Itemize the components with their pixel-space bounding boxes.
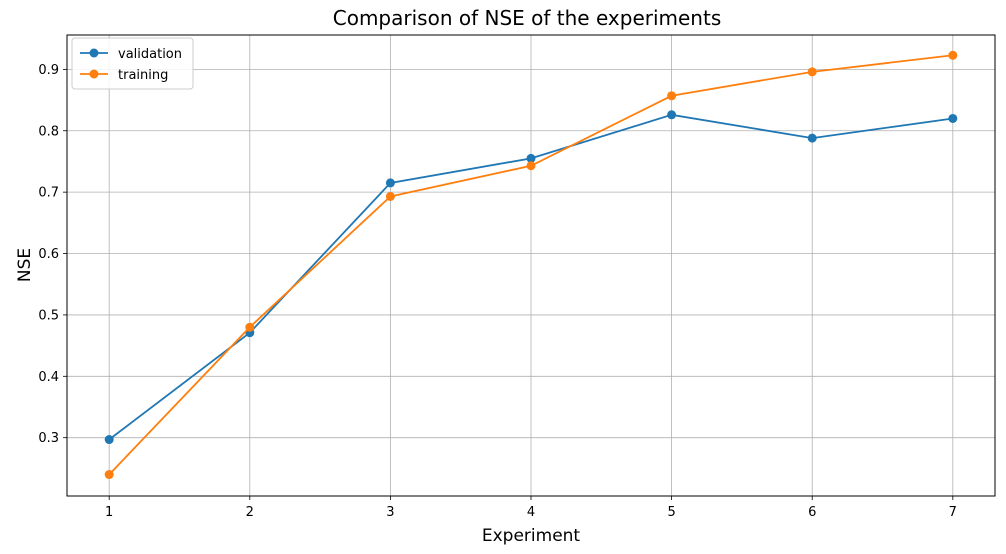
series — [104, 50, 958, 480]
x-tick-label: 7 — [949, 505, 957, 520]
x-tick-label: 4 — [527, 505, 535, 520]
data-point-validation — [385, 178, 395, 188]
x-tick-label: 1 — [105, 505, 113, 520]
data-point-training — [385, 191, 395, 201]
legend: validation training — [71, 37, 194, 90]
y-tick-label: 0.9 — [38, 63, 59, 78]
data-point-training — [667, 91, 677, 101]
y-tick-label: 0.7 — [38, 186, 59, 201]
data-point-validation — [104, 435, 114, 445]
y-tick-label: 0.8 — [38, 124, 59, 139]
y-tick-label: 0.3 — [38, 431, 59, 446]
data-point-training — [245, 322, 255, 332]
y-axis-label: NSE — [15, 248, 35, 282]
series-training — [104, 50, 958, 480]
data-point-training — [104, 470, 114, 480]
data-point-validation — [526, 153, 536, 163]
x-tick-label: 6 — [808, 505, 816, 520]
y-tick-label: 0.4 — [38, 370, 59, 385]
grid — [67, 35, 995, 496]
x-axis-label: Experiment — [482, 526, 581, 546]
data-point-validation — [807, 133, 817, 143]
data-point-training — [526, 161, 536, 171]
x-tick-label: 3 — [386, 505, 394, 520]
y-tick-label: 0.6 — [38, 247, 59, 262]
legend-marker-training — [89, 69, 99, 79]
data-point-validation — [667, 110, 677, 120]
y-tick-label: 0.5 — [38, 308, 59, 323]
data-point-training — [948, 50, 958, 60]
x-tick-label: 2 — [246, 505, 254, 520]
data-point-training — [807, 67, 817, 77]
chart-title: Comparison of NSE of the experiments — [333, 6, 722, 30]
legend-label-training: training — [118, 68, 168, 83]
axis-ticks: 1 2 3 4 5 6 7 0.3 0.4 0.5 0.6 0.7 0.8 0.9 — [38, 63, 957, 520]
legend-box — [71, 37, 194, 90]
legend-label-validation: validation — [118, 47, 182, 62]
data-point-validation — [948, 113, 958, 123]
x-tick-label: 5 — [667, 505, 675, 520]
legend-marker-validation — [89, 48, 99, 58]
